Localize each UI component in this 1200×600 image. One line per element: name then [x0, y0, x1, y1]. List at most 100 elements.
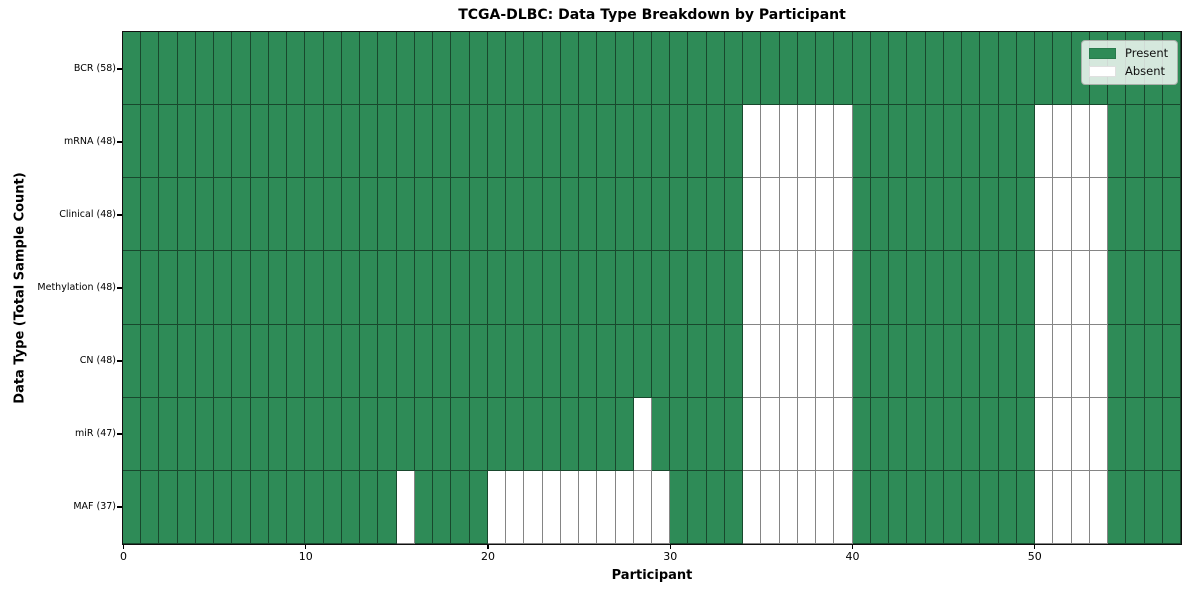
heatmap-cell	[743, 397, 762, 471]
heatmap-cell	[633, 470, 652, 544]
heatmap-cell	[123, 470, 142, 544]
heatmap-cell	[469, 397, 488, 471]
heatmap-cell	[268, 251, 288, 325]
heatmap-cell	[1071, 397, 1090, 471]
heatmap-cell	[1108, 251, 1127, 325]
heatmap-cell	[469, 470, 488, 544]
heatmap-cell	[980, 105, 999, 179]
heatmap-cell	[579, 397, 598, 471]
y-tick-label: Clinical (48)	[59, 209, 116, 220]
heatmap-cell	[724, 470, 744, 544]
heatmap-cell	[287, 178, 306, 252]
heatmap-cell	[159, 470, 178, 544]
heatmap-cell	[159, 324, 178, 398]
heatmap-cell	[451, 251, 470, 325]
heatmap-cell	[506, 178, 525, 252]
heatmap-cell	[1108, 397, 1127, 471]
heatmap-cell	[469, 32, 488, 106]
x-tick-label: 0	[120, 550, 127, 563]
heatmap-cell	[797, 397, 817, 471]
heatmap-cell	[651, 32, 671, 106]
heatmap-cell	[469, 178, 488, 252]
y-tick-label: Methylation (48)	[37, 282, 116, 293]
heatmap-cell	[816, 251, 835, 325]
heatmap-cell	[360, 105, 379, 179]
heatmap-cell	[962, 178, 981, 252]
heatmap-cell	[159, 397, 178, 471]
heatmap-cell	[287, 324, 306, 398]
heatmap-cell	[524, 251, 543, 325]
heatmap-cell	[1053, 178, 1072, 252]
heatmap-cell	[943, 251, 963, 325]
heatmap-cell	[852, 32, 871, 106]
heatmap-cell	[834, 470, 853, 544]
y-tick-mark	[117, 214, 122, 216]
heatmap-cell	[852, 324, 871, 398]
heatmap-cell	[542, 105, 561, 179]
heatmap-cell	[506, 251, 525, 325]
heatmap-cell	[214, 251, 233, 325]
heatmap-cell	[487, 397, 507, 471]
heatmap-cell	[615, 324, 634, 398]
heatmap-cell	[597, 324, 616, 398]
heatmap-cell	[123, 397, 142, 471]
heatmap-cell	[779, 32, 798, 106]
heatmap-cell	[469, 324, 488, 398]
heatmap-cell	[268, 470, 288, 544]
heatmap-cell	[633, 251, 652, 325]
heatmap-cell	[761, 178, 780, 252]
heatmap-cell	[633, 105, 652, 179]
heatmap-cell	[670, 178, 689, 252]
heatmap-cell	[177, 251, 196, 325]
y-tick-mark	[117, 506, 122, 508]
heatmap-cell	[214, 178, 233, 252]
heatmap-cell	[506, 105, 525, 179]
heatmap-cell	[123, 105, 142, 179]
legend-row-present: Present	[1089, 47, 1168, 60]
heatmap-cell	[378, 324, 397, 398]
legend-row-absent: Absent	[1089, 65, 1168, 78]
heatmap-cell	[1126, 251, 1145, 325]
heatmap-cell	[1108, 324, 1127, 398]
heatmap-cell	[651, 105, 671, 179]
legend-label-absent: Absent	[1125, 64, 1166, 78]
heatmap-cell	[396, 251, 415, 325]
heatmap-cell	[159, 105, 178, 179]
heatmap-cell	[743, 32, 762, 106]
heatmap-cell	[962, 32, 981, 106]
heatmap-cell	[123, 324, 142, 398]
heatmap-cell	[287, 397, 306, 471]
heatmap-cell	[651, 470, 671, 544]
heatmap-cell	[1035, 470, 1054, 544]
heatmap-cell	[724, 32, 744, 106]
heatmap-cell	[615, 251, 634, 325]
heatmap-cell	[834, 178, 853, 252]
heatmap-cell	[123, 251, 142, 325]
heatmap-cell	[1035, 178, 1054, 252]
heatmap-cell	[943, 324, 963, 398]
heatmap-cell	[998, 470, 1017, 544]
heatmap-cell	[1162, 178, 1181, 252]
heatmap-cell	[232, 397, 251, 471]
heatmap-cell	[870, 251, 890, 325]
heatmap-cell	[141, 32, 160, 106]
heatmap-cell	[341, 251, 361, 325]
heatmap-cell	[451, 32, 470, 106]
heatmap-cell	[469, 105, 488, 179]
heatmap-cell	[232, 105, 251, 179]
heatmap-cell	[579, 251, 598, 325]
heatmap-cell	[1089, 251, 1109, 325]
heatmap-cell	[1016, 251, 1036, 325]
heatmap-cell	[141, 397, 160, 471]
heatmap-cell	[433, 32, 452, 106]
heatmap-cell	[907, 251, 926, 325]
heatmap-cell	[560, 324, 580, 398]
heatmap-cell	[1089, 470, 1109, 544]
heatmap-cell	[834, 32, 853, 106]
heatmap-cell	[651, 251, 671, 325]
heatmap-cell	[487, 470, 507, 544]
chart-title: TCGA-DLBC: Data Type Breakdown by Partic…	[458, 7, 846, 23]
heatmap-cell	[414, 324, 434, 398]
heatmap-cell	[542, 251, 561, 325]
